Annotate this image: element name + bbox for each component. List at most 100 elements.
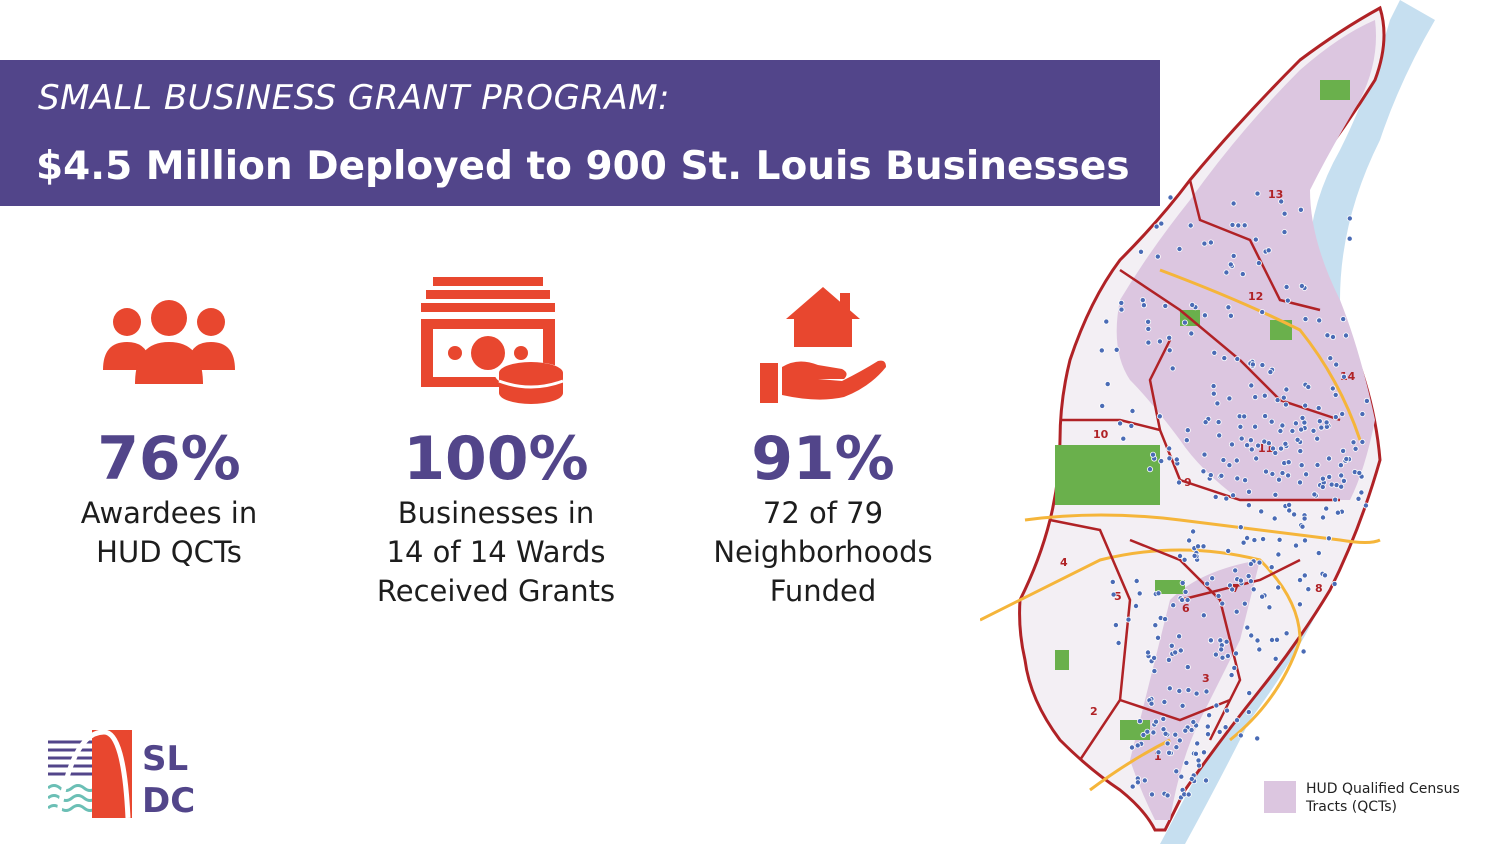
business-pin-icon (1176, 245, 1183, 252)
business-pin-icon (1185, 791, 1192, 798)
business-pin-icon (1177, 647, 1184, 654)
business-pin-icon (1241, 222, 1248, 229)
business-pin-icon (1277, 427, 1284, 434)
business-pin-icon (1152, 718, 1159, 725)
business-pin-icon (1359, 411, 1366, 418)
stat-label-line: Businesses in (397, 496, 595, 530)
qct-north (1116, 20, 1376, 500)
stat-label-line: Neighborhoods (713, 535, 933, 569)
stat-value: 76% (97, 424, 241, 494)
business-pin-icon (1176, 737, 1183, 744)
business-pin-icon (1297, 448, 1304, 455)
business-pin-icon (1218, 472, 1225, 479)
business-pin-icon (1210, 383, 1217, 390)
business-pin-icon (1245, 573, 1252, 580)
business-pin-icon (1237, 577, 1244, 584)
business-pin-icon (1340, 316, 1347, 323)
business-pin-icon (1245, 709, 1252, 716)
business-pin-icon (1340, 447, 1347, 454)
ward-label: 2 (1090, 705, 1098, 718)
business-pin-icon (1155, 749, 1162, 756)
business-pin-icon (1226, 395, 1233, 402)
stat-value: 100% (403, 424, 589, 494)
business-pin-icon (1167, 194, 1174, 201)
stat-label-line: Funded (769, 574, 877, 608)
business-pin-icon (1319, 475, 1326, 482)
business-pin-icon (1229, 221, 1236, 228)
business-pin-icon (1145, 318, 1152, 325)
business-pin-icon (1207, 239, 1214, 246)
business-pin-icon (1134, 742, 1141, 749)
business-pin-icon (1190, 719, 1197, 726)
business-pin-icon (1233, 457, 1240, 464)
highway (1024, 513, 1381, 544)
business-pin-icon (1346, 215, 1353, 222)
business-pin-icon (1294, 436, 1301, 443)
business-pin-icon (1234, 355, 1241, 362)
business-pin-icon (1271, 515, 1278, 522)
business-pin-icon (1252, 236, 1259, 243)
business-pin-icon (1245, 488, 1252, 495)
business-pin-icon (1240, 539, 1247, 546)
business-pin-icon (1242, 477, 1249, 484)
business-pin-icon (1200, 468, 1207, 475)
business-pin-icon (1356, 469, 1363, 476)
business-pin-icon (1254, 637, 1261, 644)
business-pin-icon (1139, 297, 1146, 304)
business-pin-icon (1176, 553, 1183, 560)
business-pin-icon (1350, 439, 1357, 446)
business-pin-icon (1213, 702, 1220, 709)
business-pin-icon (1316, 418, 1323, 425)
business-pin-icon (1194, 543, 1201, 550)
business-pin-icon (1136, 590, 1143, 597)
business-pin-icon (1195, 757, 1202, 764)
money-cash-stack-icon (331, 270, 661, 420)
business-pin-icon (1296, 577, 1303, 584)
business-pin-icon (1125, 616, 1132, 623)
business-pin-icon (1195, 762, 1202, 769)
stat-label-line: 14 of 14 Wards (386, 535, 606, 569)
business-pin-icon (1342, 332, 1349, 339)
business-pin-icon (1233, 717, 1240, 724)
business-pin-icon (1210, 390, 1217, 397)
business-pin-icon (1248, 382, 1255, 389)
business-pin-icon (1109, 578, 1116, 585)
business-pin-icon (1162, 730, 1169, 737)
ward-label: 12 (1248, 290, 1263, 303)
business-pin-icon (1292, 420, 1299, 427)
business-pin-icon (1184, 597, 1191, 604)
business-pin-icon (1248, 632, 1255, 639)
business-pin-icon (1166, 455, 1173, 462)
ward-label: 3 (1202, 672, 1210, 685)
business-pin-icon (1173, 456, 1180, 463)
business-pin-icon (1259, 309, 1266, 316)
business-pin-icon (1140, 731, 1147, 738)
business-pin-icon (1222, 724, 1229, 731)
business-pin-icon (1328, 481, 1335, 488)
business-pin-icon (1247, 561, 1254, 568)
business-pin-icon (1331, 580, 1338, 587)
business-pin-icon (1183, 437, 1190, 444)
ward-label: 13 (1268, 188, 1283, 201)
business-pin-icon (1250, 586, 1257, 593)
business-pin-icon (1113, 346, 1120, 353)
business-pin-icon (1151, 654, 1158, 661)
business-pin-icon (1252, 423, 1259, 430)
business-pin-icon (1258, 508, 1265, 515)
business-pin-icon (1219, 600, 1226, 607)
business-pin-icon (1204, 723, 1211, 730)
sldc-logo: SL DC (47, 728, 198, 821)
business-pin-icon (1104, 381, 1111, 388)
business-pin-icon (1212, 493, 1219, 500)
business-pin-icon (1230, 200, 1237, 207)
business-pin-icon (1241, 413, 1248, 420)
business-pin-icon (1214, 400, 1221, 407)
ward-label: 5 (1114, 590, 1122, 603)
business-pin-icon (1310, 427, 1317, 434)
business-pin-icon (1175, 479, 1182, 486)
business-pin-icon (1158, 220, 1165, 227)
business-pin-icon (1337, 462, 1344, 469)
business-pin-icon (1305, 586, 1312, 593)
ward-label: 10 (1093, 428, 1109, 441)
business-pin-icon (1274, 397, 1281, 404)
